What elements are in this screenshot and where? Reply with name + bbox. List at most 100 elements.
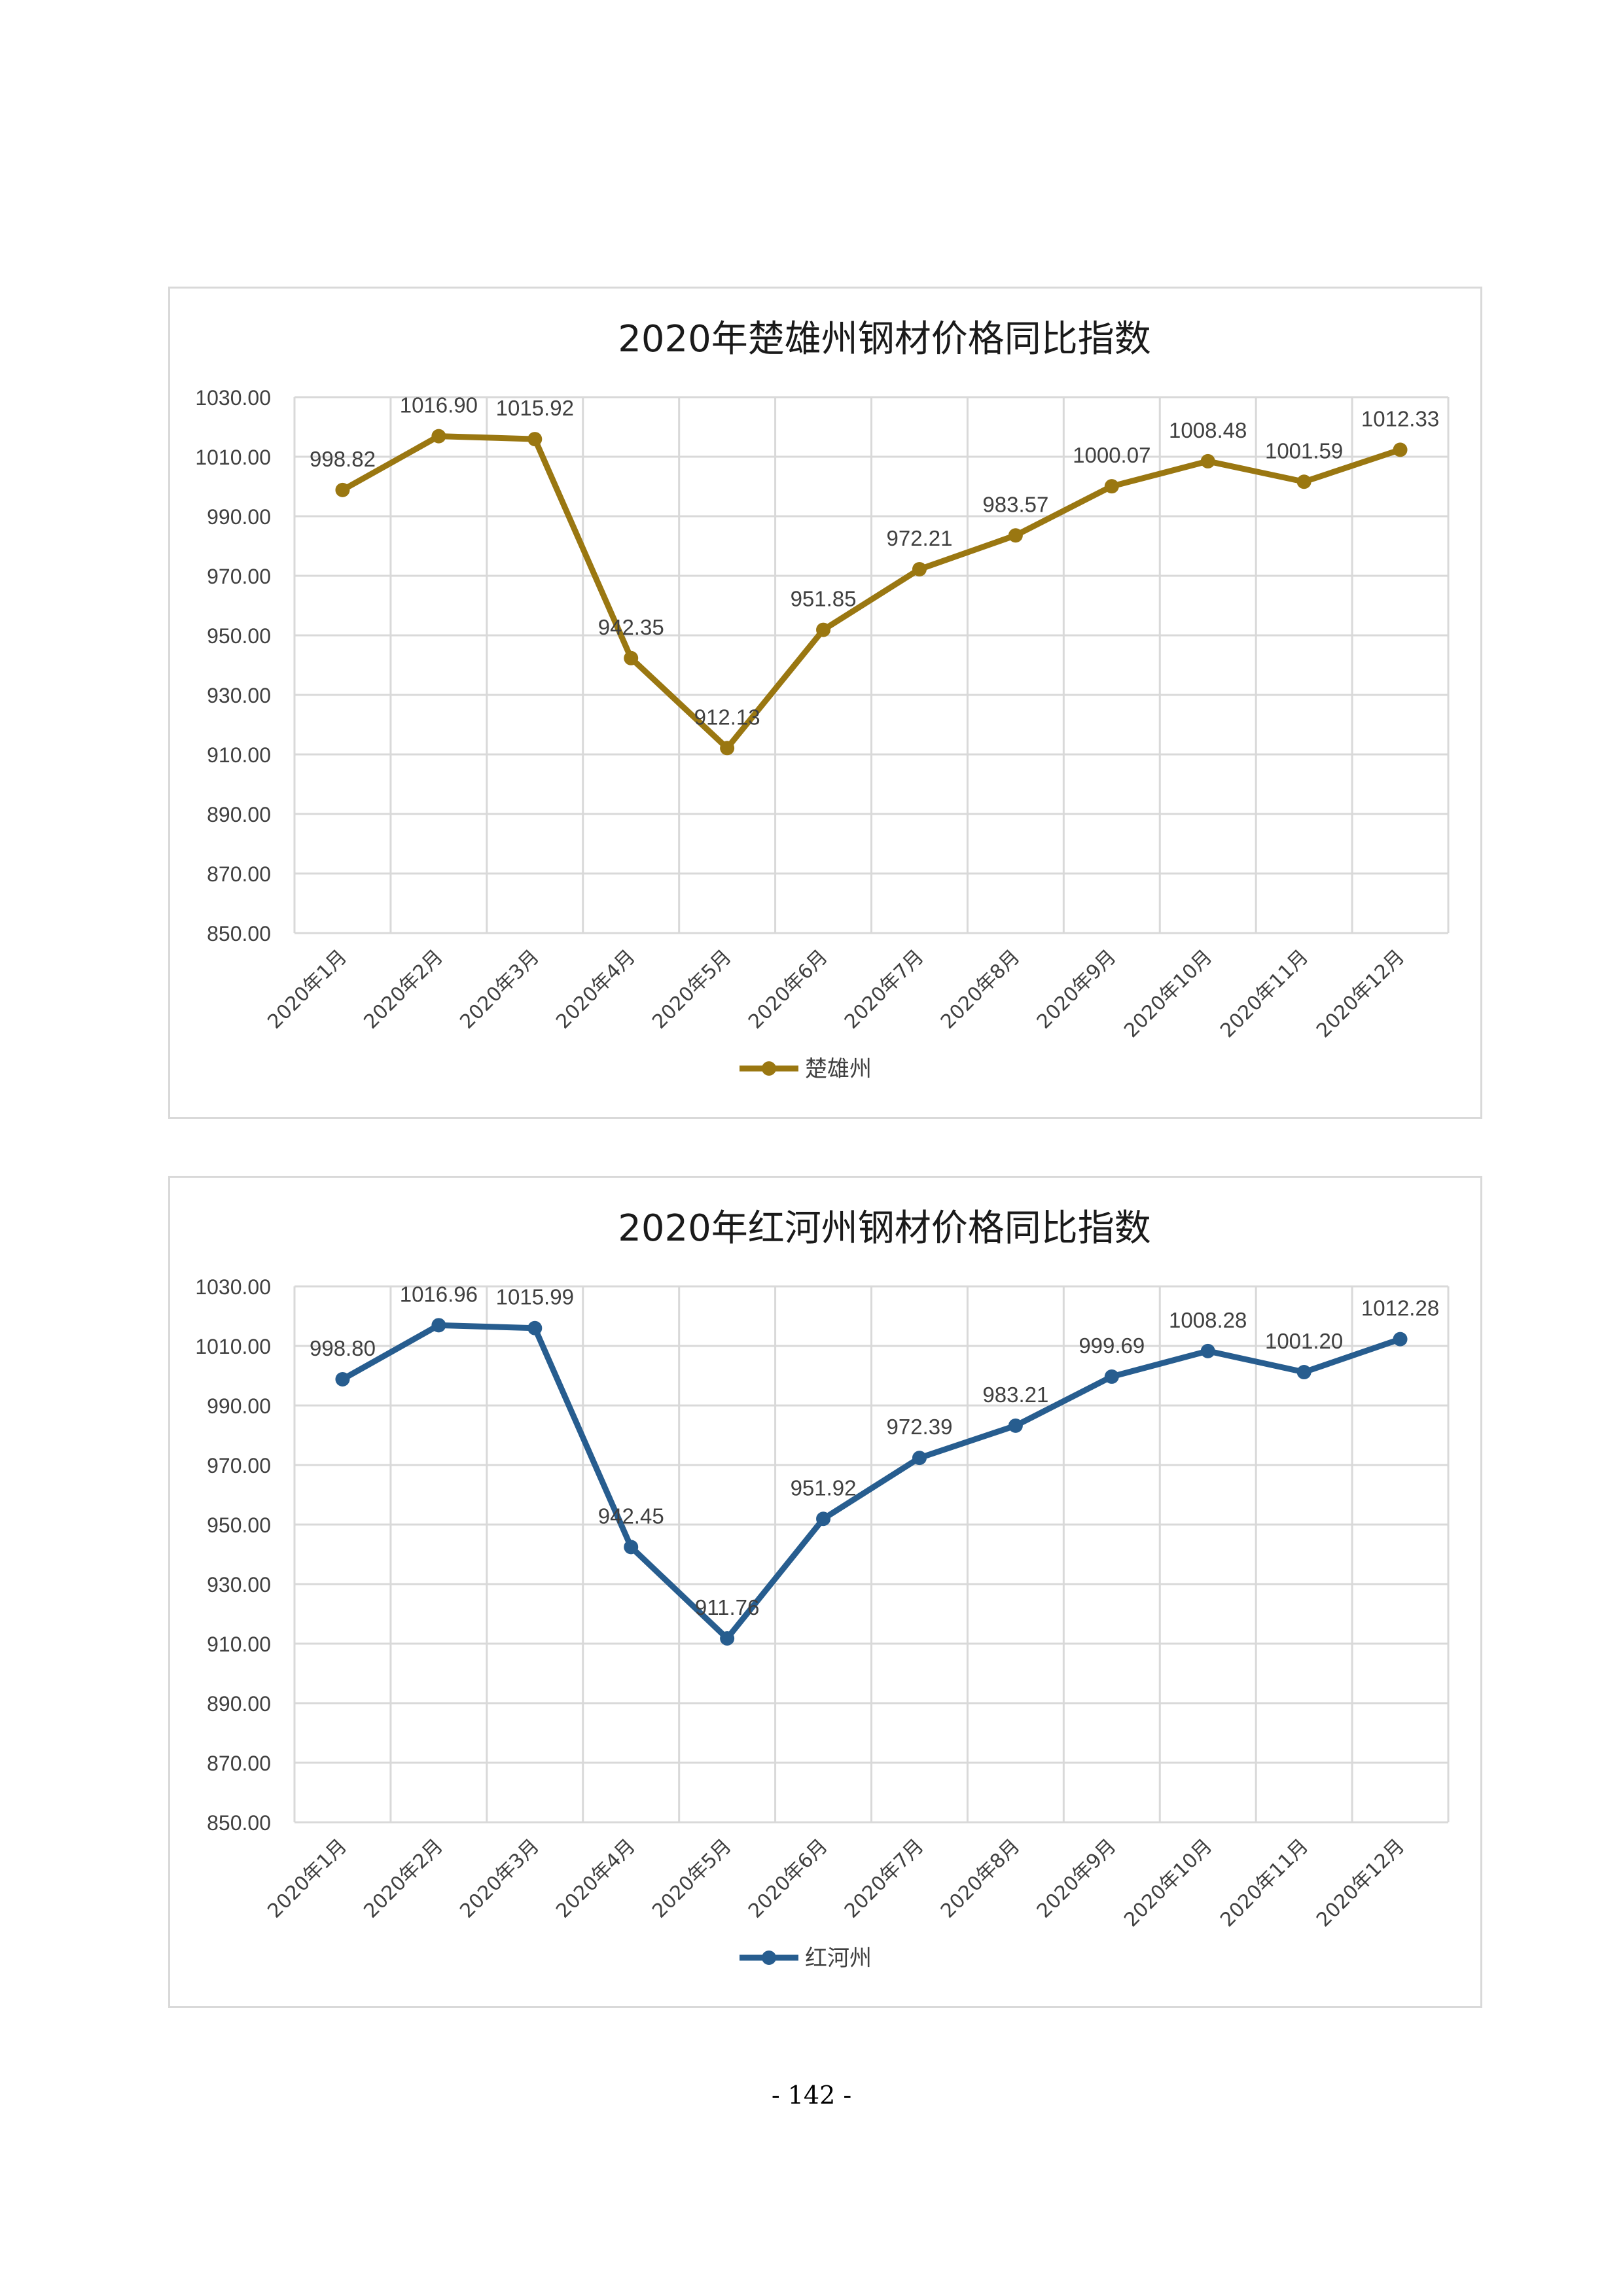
data-label: 1015.99	[496, 1285, 574, 1309]
data-label: 972.39	[886, 1415, 952, 1439]
data-point	[1008, 528, 1023, 543]
x-tick-label: 2020年11月	[1216, 945, 1313, 1042]
data-label: 1000.07	[1073, 443, 1150, 467]
data-point	[1393, 1332, 1408, 1347]
y-tick-label: 1010.00	[195, 446, 271, 469]
data-label: 972.21	[886, 526, 952, 550]
y-tick-label: 890.00	[207, 803, 271, 826]
data-label: 983.57	[982, 492, 1048, 516]
legend-label: 楚雄州	[805, 1056, 872, 1082]
x-tick-label: 2020年4月	[552, 1835, 640, 1923]
x-tick-label: 2020年7月	[840, 945, 929, 1034]
series-line	[339, 433, 1404, 751]
x-tick-label: 2020年6月	[744, 1835, 832, 1923]
data-label: 1015.92	[496, 396, 574, 420]
x-tick-label: 2020年1月	[263, 945, 351, 1034]
data-point	[1393, 442, 1408, 457]
data-point	[912, 561, 927, 576]
chart-title: 2020年红河州钢材价格同比指数	[618, 1207, 1151, 1250]
y-tick-label: 850.00	[207, 1811, 271, 1835]
data-point	[912, 1451, 927, 1466]
data-label: 983.21	[982, 1383, 1048, 1407]
data-point	[335, 482, 350, 497]
chart-title: 2020年楚雄州钢材价格同比指数	[618, 318, 1151, 361]
x-tick-label: 2020年12月	[1312, 945, 1409, 1042]
data-point	[335, 1371, 350, 1386]
data-label: 951.92	[791, 1475, 857, 1500]
data-label: 1012.28	[1361, 1296, 1439, 1320]
data-label: 1012.33	[1361, 406, 1439, 431]
data-label: 911.76	[695, 1595, 759, 1619]
data-point	[1104, 479, 1119, 494]
data-point	[720, 741, 735, 756]
data-label: 998.80	[310, 1336, 376, 1360]
y-tick-label: 950.00	[207, 624, 271, 648]
data-label: 1008.28	[1169, 1308, 1247, 1332]
x-tick-label: 2020年10月	[1120, 945, 1217, 1042]
y-tick-label: 1010.00	[195, 1335, 271, 1358]
y-tick-label: 970.00	[207, 565, 271, 588]
data-label: 1016.90	[400, 393, 478, 417]
chart-chuxiong: 2020年楚雄州钢材价格同比指数 850.00 870.00 890.00 910.00…	[168, 287, 1482, 1119]
data-point	[624, 650, 639, 665]
data-point	[1296, 474, 1311, 489]
data-point	[1104, 1369, 1119, 1384]
legend-label: 红河州	[805, 1945, 872, 1971]
data-point	[1200, 1343, 1215, 1358]
legend-marker	[762, 1951, 776, 1965]
x-tick-label: 2020年8月	[936, 945, 1025, 1034]
x-tick-label: 2020年5月	[648, 945, 736, 1034]
x-tick-label: 2020年3月	[455, 1835, 544, 1923]
chart-svg-chuxiong: 2020年楚雄州钢材价格同比指数 850.00 870.00 890.00 910.00…	[195, 318, 1450, 1082]
data-label: 951.85	[791, 587, 857, 611]
y-tick-label: 930.00	[207, 1573, 271, 1597]
x-tick-label: 2020年4月	[552, 945, 640, 1034]
data-label: 912.13	[694, 705, 760, 729]
data-point	[431, 1318, 446, 1333]
x-tick-label: 2020年9月	[1033, 945, 1121, 1034]
y-tick-label: 1030.00	[195, 386, 271, 410]
data-point	[720, 1631, 735, 1646]
page-number: - 142 -	[771, 2081, 852, 2110]
x-tick-label: 2020年2月	[359, 1835, 448, 1923]
y-tick-label: 1030.00	[195, 1275, 271, 1299]
chart-svg-honghe: 2020年红河州钢材价格同比指数 850.00 870.00 890.00 910.00…	[195, 1207, 1450, 1971]
data-point	[816, 622, 831, 637]
x-tick-label: 2020年11月	[1216, 1835, 1313, 1932]
y-tick-label: 950.00	[207, 1513, 271, 1537]
y-tick-label: 990.00	[207, 505, 271, 529]
y-tick-label: 990.00	[207, 1394, 271, 1418]
data-label: 999.69	[1079, 1333, 1145, 1358]
legend-marker	[762, 1061, 776, 1076]
data-label: 998.82	[310, 447, 376, 471]
data-point	[527, 432, 543, 447]
x-tick-label: 2020年2月	[359, 945, 448, 1034]
data-label: 1016.96	[400, 1282, 478, 1306]
x-tick-label: 2020年8月	[936, 1835, 1025, 1923]
data-label: 942.35	[598, 615, 664, 639]
x-tick-label: 2020年6月	[744, 945, 832, 1034]
data-point	[816, 1511, 831, 1527]
x-tick-label: 2020年1月	[263, 1835, 351, 1923]
data-point	[1200, 453, 1215, 468]
data-point	[624, 1540, 639, 1555]
data-label: 1001.59	[1265, 438, 1343, 463]
y-tick-label: 870.00	[207, 862, 271, 886]
data-point	[431, 429, 446, 444]
y-tick-label: 910.00	[207, 743, 271, 767]
x-tick-label: 2020年10月	[1120, 1835, 1217, 1932]
series-line	[339, 1322, 1404, 1642]
y-tick-label: 910.00	[207, 1633, 271, 1656]
y-tick-label: 970.00	[207, 1454, 271, 1477]
y-tick-label: 870.00	[207, 1752, 271, 1775]
x-tick-label: 2020年9月	[1033, 1835, 1121, 1923]
data-label: 942.45	[598, 1504, 664, 1528]
data-point	[527, 1320, 543, 1335]
y-tick-label: 850.00	[207, 922, 271, 945]
y-tick-label: 930.00	[207, 684, 271, 707]
x-tick-label: 2020年5月	[648, 1835, 736, 1923]
data-label: 1001.20	[1265, 1329, 1343, 1353]
chart-honghe: 2020年红河州钢材价格同比指数 850.00 870.00 890.00 910.00…	[168, 1176, 1482, 2008]
x-tick-label: 2020年7月	[840, 1835, 929, 1923]
x-tick-label: 2020年3月	[455, 945, 544, 1034]
